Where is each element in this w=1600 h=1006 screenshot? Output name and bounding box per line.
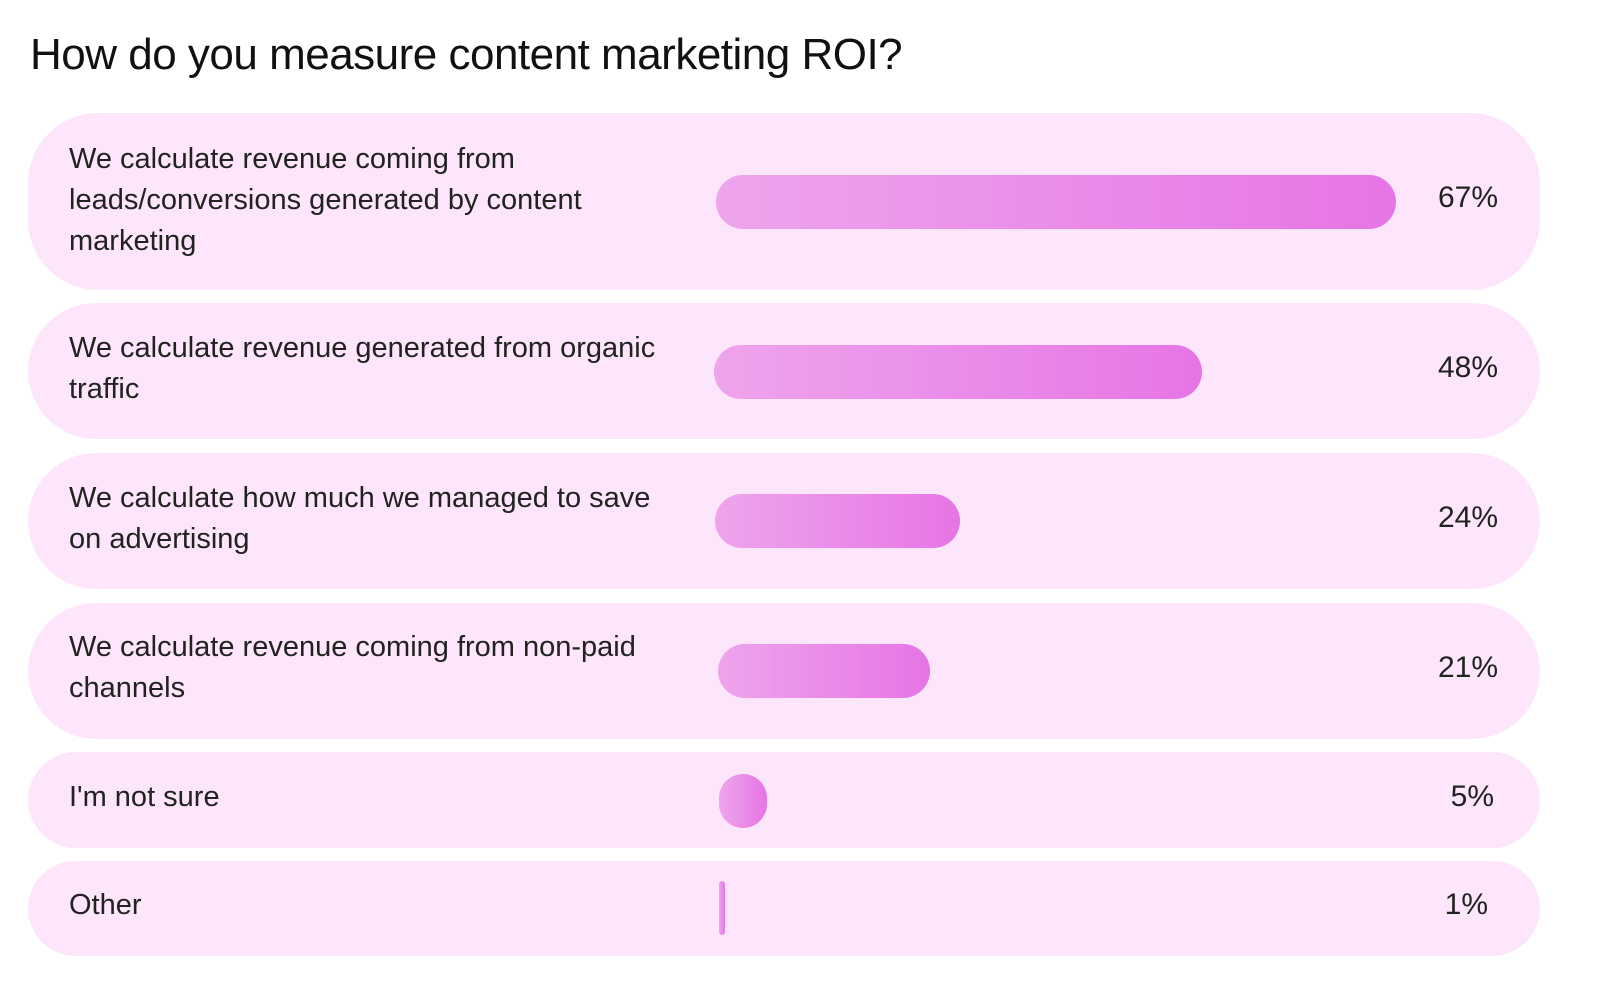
bar xyxy=(718,644,930,698)
bar-row: We calculate revenue coming from non-pai… xyxy=(28,603,1540,739)
chart-title: How do you measure content marketing ROI… xyxy=(30,30,903,79)
row-value: 48% xyxy=(1437,351,1498,384)
bar xyxy=(715,494,960,548)
row-label: I'm not sure xyxy=(69,781,220,813)
row-value: 5% xyxy=(1450,780,1494,813)
row-label: We calculate how much we managed to save… xyxy=(69,482,651,555)
bar-row: Other 1% xyxy=(28,861,1540,956)
bar-row: We calculate how much we managed to save… xyxy=(28,453,1540,589)
bar xyxy=(714,345,1202,399)
row-value: 67% xyxy=(1437,181,1498,214)
row-label: We calculate revenue coming from non-pai… xyxy=(69,631,636,704)
row-label: We calculate revenue coming from leads/c… xyxy=(69,143,582,257)
row-label: Other xyxy=(69,889,142,921)
row-value: 24% xyxy=(1437,501,1498,534)
bar xyxy=(716,175,1396,229)
row-value: 1% xyxy=(1444,888,1488,921)
bar xyxy=(719,881,725,935)
row-label: We calculate revenue generated from orga… xyxy=(69,332,656,405)
bar-row: We calculate revenue coming from leads/c… xyxy=(28,113,1540,290)
row-value: 21% xyxy=(1437,651,1498,684)
bar xyxy=(719,774,767,828)
bar-row: I'm not sure 5% xyxy=(28,752,1540,848)
bar-row: We calculate revenue generated from orga… xyxy=(28,303,1540,439)
